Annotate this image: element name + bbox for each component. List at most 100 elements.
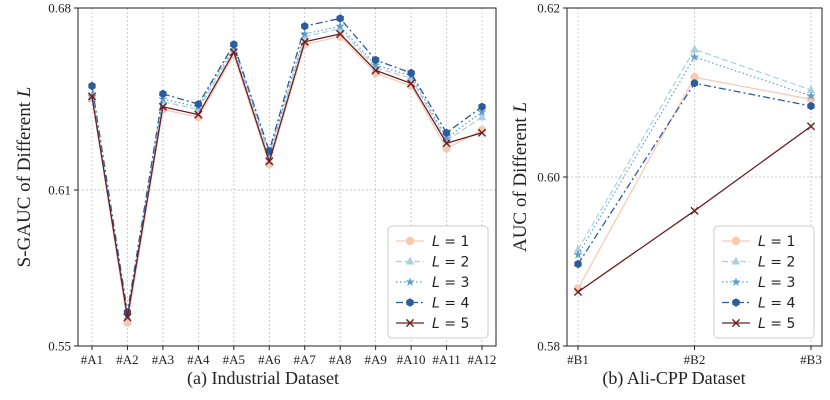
panel-a-point-L4-A4 bbox=[194, 100, 203, 109]
panel-b-point-L3-B2 bbox=[689, 52, 700, 61]
panel-a-legend-marker-L5 bbox=[405, 318, 415, 328]
panel-a-ylabel-var: L bbox=[14, 87, 35, 99]
panel-a-legend-label-L4: L = 4 bbox=[432, 296, 469, 312]
panel-a-xtick-label: #A6 bbox=[258, 352, 281, 367]
panel-a-point-L3-A3 bbox=[158, 94, 168, 103]
panel-a-point-L5-A6-stroke bbox=[265, 157, 274, 166]
panel-a-point-L5-A12 bbox=[477, 128, 487, 137]
panel-a-legend-label-L2: L = 2 bbox=[432, 255, 469, 271]
panel-a-legend-marker-L1 bbox=[405, 236, 415, 246]
panel-b-legend: L = 1L = 2L = 3L = 4L = 5 bbox=[713, 225, 815, 339]
panel-a-xtick-label: #A2 bbox=[116, 352, 138, 367]
panel-b-xtick-label: #B1 bbox=[567, 352, 589, 367]
panel-a-point-L1-A4 bbox=[194, 113, 203, 122]
panel-a-point-L5-A2-stroke bbox=[123, 313, 132, 322]
panel-a-xtick-label: #A10 bbox=[397, 352, 426, 367]
panel-a-point-L5-A9 bbox=[371, 66, 380, 75]
panel-a-xtick-label: #A12 bbox=[468, 352, 497, 367]
panel-b-legend-label-L2: L = 2 bbox=[758, 255, 795, 271]
panel-a-point-L3-A7 bbox=[300, 29, 310, 38]
panel-a-xtick-label: #A9 bbox=[364, 352, 386, 367]
panel-b-legend-marker-L2 bbox=[731, 256, 741, 265]
panel-a-ytick-label: 0.61 bbox=[48, 183, 71, 198]
panel-b-point-L5-B1 bbox=[573, 287, 583, 297]
panel-a-caption: (a) Industrial Dataset bbox=[187, 368, 339, 389]
panel-a-legend: L = 1L = 2L = 3L = 4L = 5 bbox=[387, 225, 489, 339]
panel-b-point-L4-B1 bbox=[574, 259, 582, 269]
panel-b-point-L5-B2 bbox=[690, 206, 699, 215]
panel-a-legend-marker-L5-stroke bbox=[405, 318, 415, 328]
legend-var: L bbox=[432, 234, 440, 250]
panel-a-point-L5-A8 bbox=[336, 29, 345, 39]
legend-value: = 2 bbox=[766, 255, 796, 271]
panel-b-point-L2-B2 bbox=[690, 44, 699, 53]
panel-b-legend-marker-L3 bbox=[731, 277, 741, 286]
panel-a-point-L5-A6 bbox=[265, 157, 274, 166]
panel-b-ytick-label: 0.62 bbox=[537, 1, 560, 16]
legend-var: L bbox=[432, 316, 440, 332]
panel-a-point-L5-A9-stroke bbox=[371, 66, 380, 75]
legend-var: L bbox=[758, 296, 766, 312]
legend-value: = 3 bbox=[440, 275, 470, 291]
legend-var: L bbox=[758, 234, 766, 250]
panel-b-ytick-label: 0.58 bbox=[537, 339, 560, 354]
panel-a-frame bbox=[77, 7, 497, 347]
legend-value: = 4 bbox=[440, 296, 470, 312]
legend-value: = 1 bbox=[766, 234, 796, 250]
panel-a-point-L4-A9 bbox=[371, 55, 380, 65]
panel-b-point-L2-B3 bbox=[806, 85, 816, 93]
panel-a-legend-label-L3: L = 3 bbox=[432, 275, 469, 291]
panel-b-point-L5-B2-stroke bbox=[690, 206, 699, 215]
panel-a-point-L5-A10-stroke bbox=[406, 79, 416, 88]
panel-a-point-L4-A12 bbox=[478, 102, 486, 111]
panel-b-ylabel: AUC of Different L bbox=[510, 102, 531, 252]
panel-a-point-L5-A7-stroke bbox=[300, 37, 309, 46]
panel-b-xtick-label: #B3 bbox=[800, 352, 822, 367]
legend-value: = 3 bbox=[766, 275, 796, 291]
legend-value: = 2 bbox=[440, 255, 470, 271]
panel-b-ytick-label: 0.60 bbox=[537, 170, 560, 185]
panel-b-caption: (b) Ali-CPP Dataset bbox=[602, 368, 745, 389]
panel-b-point-L5-B3 bbox=[806, 122, 816, 131]
panel-a-xtick-label: #A11 bbox=[432, 352, 460, 367]
panel-b-point-L4-B3 bbox=[807, 101, 815, 111]
panel-b-legend-label-L1: L = 1 bbox=[758, 234, 795, 250]
panel-a-point-L4-A1 bbox=[88, 81, 96, 91]
panel-a-point-L5-A8-stroke bbox=[336, 29, 345, 39]
panel-a-point-L4-A5 bbox=[230, 40, 238, 49]
panel-a-ytick-label: 0.55 bbox=[48, 339, 71, 354]
panel-a-point-L3-A11 bbox=[441, 133, 452, 142]
panel-a-point-L4-A7 bbox=[301, 22, 309, 31]
panel-b-legend-box bbox=[713, 225, 815, 339]
panel-a-point-L5-A5-stroke bbox=[229, 48, 238, 57]
panel-a-xtick-label: #A4 bbox=[187, 352, 210, 367]
panel-b-point-L3-B1 bbox=[573, 249, 583, 259]
panel-a-point-L4-A3 bbox=[159, 89, 167, 98]
panel-a-ylabel-text: S-GAUC of Different bbox=[14, 97, 35, 267]
panel-b-series-L2-line bbox=[577, 48, 812, 250]
panel-b-legend-marker-L5 bbox=[731, 318, 741, 328]
panel-b-legend-marker-L5-stroke bbox=[731, 318, 741, 328]
panel-a-point-L4-A10 bbox=[407, 68, 415, 78]
legend-var: L bbox=[758, 316, 766, 332]
panel-a-point-L5-A4-stroke bbox=[194, 110, 203, 119]
panel-b-xtick-label: #B2 bbox=[684, 352, 706, 367]
panel-a-legend-marker-L3 bbox=[405, 277, 415, 286]
panel-a-point-L5-A10 bbox=[406, 79, 416, 88]
panel-b-point-L1-B3 bbox=[806, 95, 816, 104]
panel-a-legend-label-L5: L = 5 bbox=[432, 316, 469, 332]
legend-value: = 1 bbox=[440, 234, 470, 250]
panel-a-series-L5-line bbox=[91, 33, 483, 318]
panel-b-legend-marker-L4 bbox=[732, 298, 740, 307]
panel-a-point-L5-A4 bbox=[194, 110, 203, 119]
panel-a-point-L5-A2 bbox=[123, 313, 132, 322]
legend-var: L bbox=[432, 275, 440, 291]
legend-value: = 4 bbox=[766, 296, 796, 312]
panel-a-point-L1-A12 bbox=[477, 126, 487, 135]
panel-a-legend-marker-L4 bbox=[406, 298, 414, 307]
panel-a-point-L5-A11 bbox=[442, 139, 451, 148]
panel-a-point-L5-A12-stroke bbox=[477, 128, 487, 137]
panel-a-point-L5-A11-stroke bbox=[442, 139, 451, 148]
legend-value: = 5 bbox=[440, 316, 470, 332]
